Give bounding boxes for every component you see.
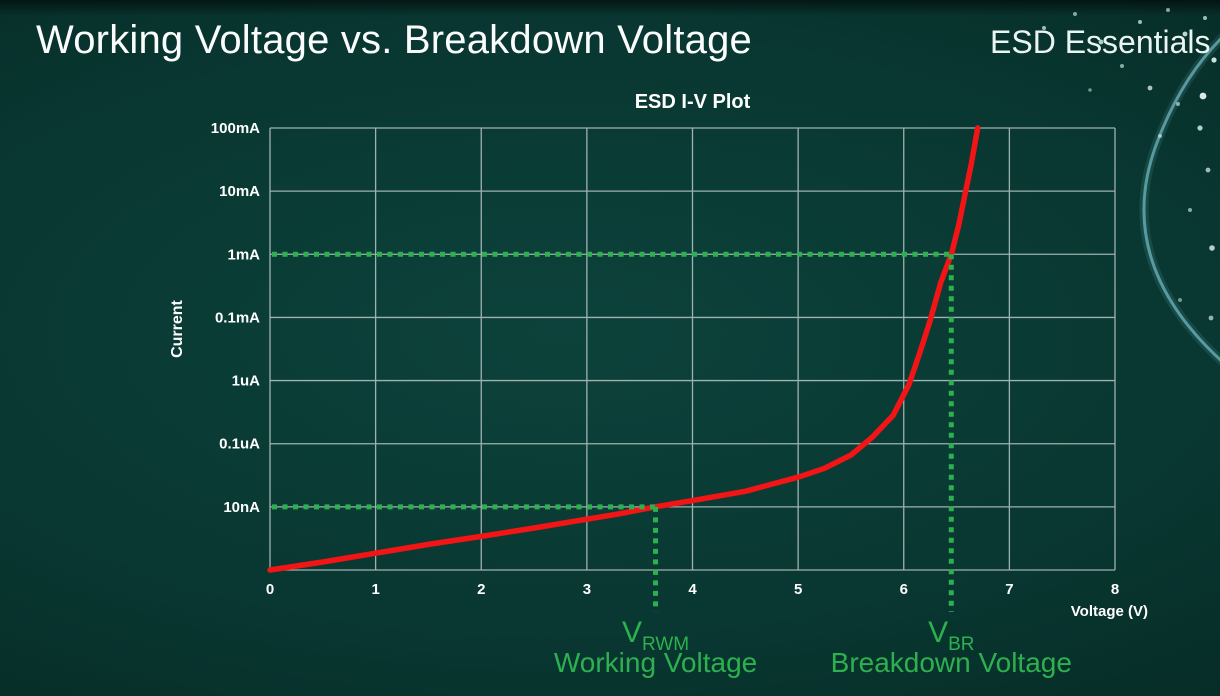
y-tick-label: 1uA: [232, 373, 261, 390]
y-tick-label: 1mA: [227, 246, 260, 263]
chart-title: ESD I-V Plot: [635, 91, 751, 113]
page-title: Working Voltage vs. Breakdown Voltage: [36, 18, 752, 62]
annotation-caption: Working Voltage: [554, 647, 757, 678]
y-tick-label: 100mA: [211, 120, 260, 137]
annotation-caption: Breakdown Voltage: [831, 647, 1072, 678]
y-tick-label: 0.1mA: [215, 309, 260, 326]
y-tick-label: 0.1uA: [219, 436, 260, 453]
x-tick-label: 8: [1111, 581, 1119, 598]
annotation-symbol: VBR: [928, 616, 974, 655]
y-tick-label: 10nA: [223, 499, 260, 516]
x-tick-label: 6: [900, 581, 908, 598]
swoosh-decoration: [1139, 33, 1220, 366]
y-tick-label: 10mA: [219, 183, 260, 200]
x-tick-label: 4: [688, 581, 697, 598]
x-tick-label: 3: [583, 581, 591, 598]
y-tick-labels: 100mA 10mA 1mA 0.1mA 1uA 0.1uA 10nA: [211, 120, 260, 516]
x-tick-label: 2: [477, 581, 485, 598]
brand-text: ESD Essentials: [990, 24, 1211, 60]
x-tick-label: 1: [371, 581, 379, 598]
particle-dots: [1042, 8, 1217, 321]
x-tick-label: 0: [266, 581, 274, 598]
gridlines: [269, 127, 1116, 571]
x-tick-label: 5: [794, 581, 802, 598]
x-tick-label: 7: [1005, 581, 1013, 598]
annotation-symbol: VRWM: [622, 616, 689, 655]
y-axis-title: Current: [169, 299, 186, 357]
x-axis-title: Voltage (V): [1071, 603, 1148, 620]
x-tick-labels: 0 1 2 3 4 5 6 7 8: [266, 581, 1119, 598]
